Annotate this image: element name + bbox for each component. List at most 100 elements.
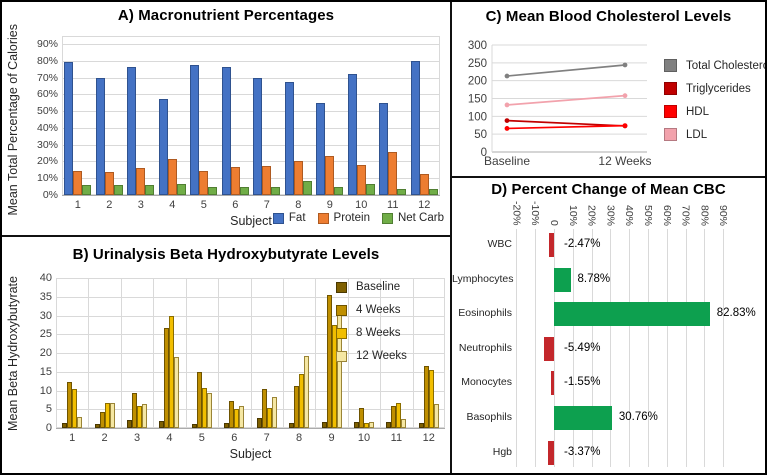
- y-tick-label: 30: [39, 309, 52, 322]
- value-label: -1.55%: [564, 376, 601, 389]
- marker-total-cholesterol: [622, 62, 628, 68]
- plot-area: [62, 36, 440, 195]
- bar-hgb: [547, 440, 554, 465]
- bar-8-weeks: [363, 423, 369, 428]
- legend-swatch: [664, 105, 677, 118]
- legend-item-fat: Fat: [272, 212, 306, 224]
- legend: Fat Protein Net Carb: [272, 212, 444, 224]
- bar-12-weeks: [77, 416, 83, 428]
- cbc-title: D) Percent Change of Mean CBC: [491, 181, 726, 198]
- bar-monocytes: [551, 371, 554, 396]
- marker-hdl: [504, 126, 510, 131]
- panel-macronutrients: A) Macronutrient Percentages Mean Total …: [2, 2, 450, 237]
- y-tick-label: 20: [39, 347, 52, 359]
- legend-item-net-carb: Net Carb: [381, 212, 444, 224]
- bar-fat: [95, 78, 105, 195]
- legend-label: Baseline: [356, 281, 401, 293]
- x-tick-label: 6: [231, 432, 238, 444]
- cbc-chart: -20% -10% 0 10% 20% 30% 40% 50% 60% 70% 80% 90% WBC -…: [452, 178, 765, 473]
- gridline-vertical: [629, 229, 631, 467]
- x-tick-label: 8: [296, 432, 303, 444]
- gridline-vertical: [666, 229, 668, 467]
- y-tick-label: 200: [468, 76, 487, 88]
- gridline-horizontal: [62, 144, 440, 146]
- bar-baseline: [289, 422, 295, 428]
- gridline-horizontal: [62, 127, 440, 129]
- x-tick-label: -10%: [528, 190, 542, 226]
- y-tick-label: 80%: [36, 54, 58, 67]
- y-tick-label: 40: [39, 272, 52, 284]
- bar-net-carb: [82, 184, 92, 195]
- y-tick-label: 20%: [36, 155, 58, 168]
- x-tick-label: 5: [198, 432, 205, 444]
- y-tick-label: 15: [39, 365, 52, 378]
- x-tick-label-text: 40%: [623, 204, 636, 226]
- bar-lymphocytes: [554, 267, 571, 292]
- bar-8-weeks: [72, 388, 78, 428]
- bar-12-weeks: [109, 402, 115, 428]
- bar-baseline: [321, 422, 327, 428]
- x-tick-label: 20%: [585, 190, 599, 226]
- marker-total-cholesterol: [504, 73, 510, 79]
- x-tick-label: 50%: [641, 190, 655, 226]
- x-tick-label: 1: [74, 199, 81, 211]
- x-tick-label: 40%: [622, 190, 636, 226]
- x-tick-label: 12: [422, 432, 435, 444]
- y-tick-label: 30%: [36, 138, 58, 151]
- bar-8-weeks: [137, 405, 143, 428]
- bar-12-weeks: [239, 406, 245, 428]
- y-tick-label: 10: [39, 384, 52, 397]
- bar-net-carb: [271, 186, 281, 195]
- x-tick-label: 11: [390, 432, 403, 444]
- legend-item-8-weeks: 8 Weeks: [336, 327, 401, 339]
- gridline-vertical: [88, 278, 90, 428]
- y-tick-label: 50%: [36, 105, 58, 118]
- y-tick-label: 25: [39, 328, 52, 341]
- panel-cbc: D) Percent Change of Mean CBC -20% -10% 0 1…: [452, 178, 765, 473]
- legend-item-triglycerides: Triglycerides: [664, 82, 751, 95]
- y-axis-label-text: Mean Total Percentage of Calories: [6, 23, 20, 216]
- y-tick-label: 40%: [36, 121, 58, 134]
- bar-4-weeks: [196, 371, 202, 428]
- bar-net-carb: [365, 184, 375, 195]
- panel-cholesterol: C) Mean Blood Cholesterol Levels 0 50 100 1…: [452, 2, 765, 178]
- bar-fat: [158, 99, 168, 195]
- gridline-vertical: [610, 229, 612, 467]
- bar-baseline: [418, 423, 424, 428]
- bar-4-weeks: [229, 401, 235, 428]
- category-label: Neutrophils: [458, 341, 512, 354]
- x-tick-label: 9: [326, 199, 333, 211]
- bar-fat: [347, 74, 357, 195]
- macronutrients-chart: Mean Total Percentage of Calories 0% 10% 20…: [2, 2, 450, 235]
- bar-fat: [64, 62, 74, 195]
- bar-8-weeks: [234, 409, 240, 428]
- bar-net-carb: [208, 187, 218, 195]
- y-tick-label: 0: [45, 422, 52, 434]
- bar-4-weeks: [99, 411, 105, 428]
- bar-8-weeks: [104, 403, 110, 428]
- bar-fat: [221, 67, 231, 195]
- legend-item-12-weeks: 12 Weeks: [336, 350, 407, 362]
- legend-swatch: [664, 82, 677, 95]
- bar-4-weeks: [391, 405, 397, 428]
- x-tick-label-text: 10%: [566, 204, 579, 226]
- bar-protein: [230, 167, 240, 195]
- value-label: -5.49%: [564, 341, 601, 354]
- bar-fat: [253, 78, 263, 195]
- legend-item-baseline: Baseline: [336, 281, 400, 293]
- bar-4-weeks: [164, 327, 170, 428]
- bar-baseline: [159, 420, 165, 428]
- y-tick-label: 250: [468, 58, 487, 70]
- x-tick-label: 60%: [660, 190, 674, 226]
- bar-12-weeks: [142, 404, 148, 428]
- bar-protein: [199, 170, 209, 195]
- value-label: -3.37%: [564, 445, 601, 458]
- bar-baseline: [256, 417, 262, 428]
- bar-neutrophils: [543, 336, 554, 361]
- x-tick-label-text: -20%: [510, 201, 523, 226]
- value-label: 8.78%: [577, 272, 611, 285]
- gridline-vertical: [250, 278, 252, 428]
- line-triglycerides: [506, 119, 626, 127]
- bar-4-weeks: [261, 389, 267, 428]
- bar-protein: [356, 164, 366, 195]
